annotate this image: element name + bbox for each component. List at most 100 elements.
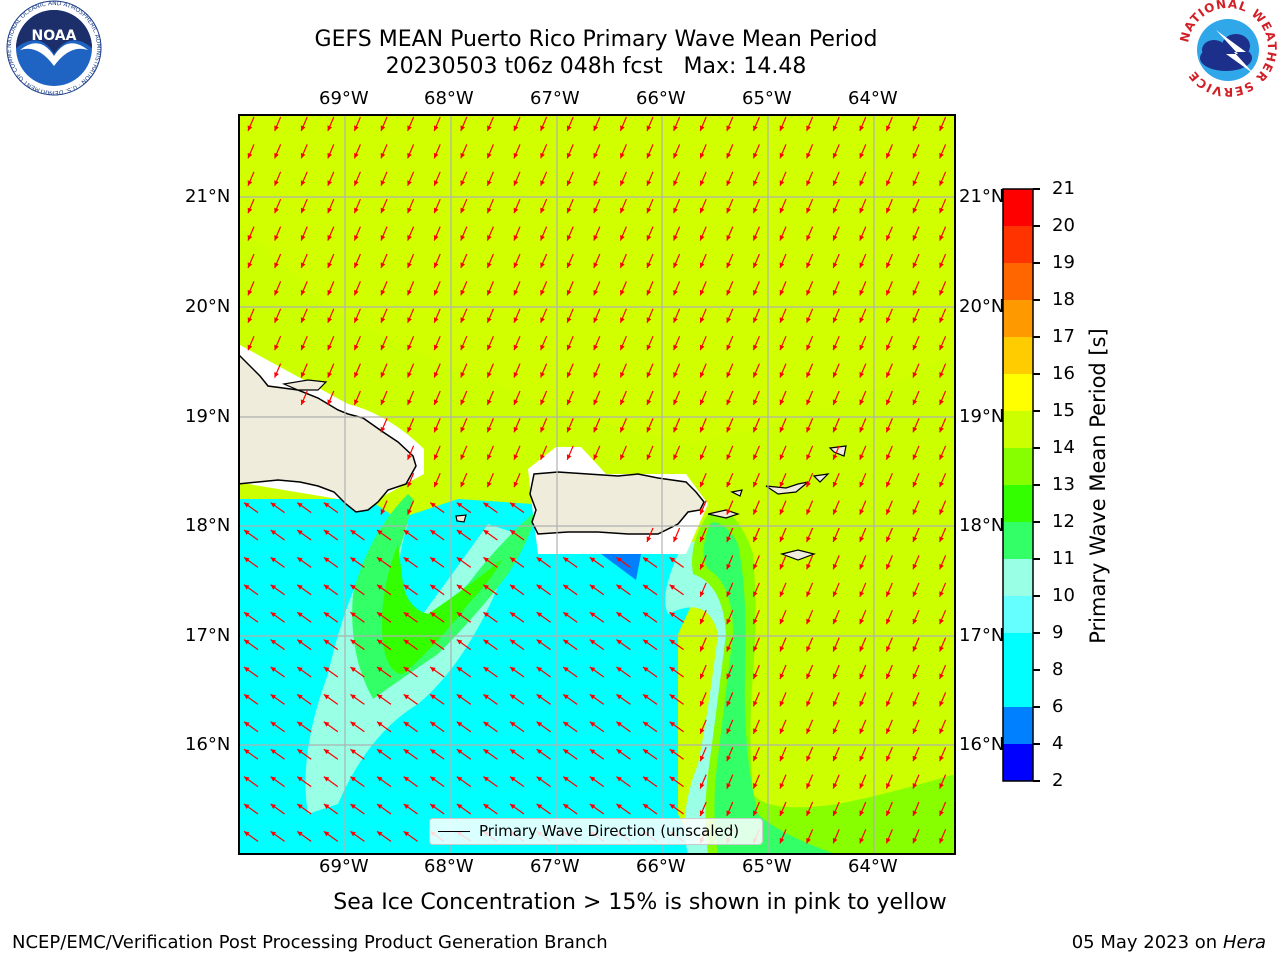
wave-arrow-head — [699, 481, 705, 488]
wave-arrow-head — [699, 618, 705, 625]
wave-arrow-head — [536, 667, 543, 672]
wave-arrow-head — [886, 262, 891, 268]
map-subtitle: 20230503 t06z 048h fcst Max: 14.48 — [385, 54, 807, 79]
colorbar-tick-mark — [1033, 484, 1040, 486]
wave-arrow-head — [669, 804, 676, 809]
wave-arrow-head — [354, 372, 359, 378]
wave-arrow-head — [274, 344, 279, 351]
wave-arrow-head — [244, 776, 250, 782]
lon-label-bottom-68w: 68°W — [424, 856, 474, 877]
wave-arrow-head — [403, 694, 410, 700]
period-10-11-east — [703, 522, 836, 854]
wave-arrow-head — [806, 563, 811, 570]
lat-label-right-19n: 19°N — [959, 406, 1005, 427]
wave-arrow-head — [589, 721, 596, 727]
wave-arrow-head — [566, 426, 572, 433]
wave-arrow-head — [859, 837, 865, 844]
wave-arrow-head — [513, 152, 519, 159]
wave-arrow-head — [593, 344, 599, 351]
wave-arrow-head — [912, 728, 918, 734]
wave-arrow-head — [886, 728, 891, 734]
wave-arrow-head — [669, 721, 676, 727]
wave-arrow-head — [513, 289, 519, 296]
colorbar-tick-label: 4 — [1052, 733, 1064, 754]
wave-arrow-head — [540, 454, 545, 460]
wave-arrow-head — [859, 563, 865, 570]
wave-arrow-head — [430, 530, 436, 535]
wave-arrow-head — [726, 481, 732, 488]
wave-arrow-head — [380, 509, 386, 515]
footer-date-text: 05 May 2023 on — [1071, 932, 1218, 953]
wave-arrow-head — [673, 289, 678, 296]
wave-arrow-head — [912, 783, 918, 789]
wave-arrow-head — [460, 454, 466, 460]
map-frame — [238, 114, 956, 855]
wave-arrow-head — [300, 207, 306, 214]
wave-arrow-head — [536, 804, 543, 809]
colorbar-tick-mark — [1033, 780, 1040, 782]
wave-arrow-head — [832, 591, 838, 597]
wave-arrow-head — [593, 262, 599, 268]
wave-arrow-head — [643, 667, 649, 672]
wave-arrow-head — [483, 749, 489, 755]
wave-arrow-head — [407, 372, 412, 378]
wave-arrow-head — [616, 639, 622, 645]
wave-arrow-head — [300, 180, 306, 186]
wave-arrow-head — [726, 783, 732, 789]
wave-arrow-head — [589, 667, 596, 672]
wave-arrow-head — [699, 509, 705, 515]
wave-arrow-head — [779, 646, 785, 652]
wave-arrow-head — [643, 639, 649, 645]
wave-arrow-head — [939, 618, 944, 625]
wave-arrow-head — [377, 584, 383, 590]
wave-arrow-head — [912, 372, 918, 378]
wave-arrow-head — [327, 372, 333, 378]
wave-arrow-head — [244, 557, 250, 563]
wave-arrow-head — [832, 673, 838, 679]
wave-arrow-head — [354, 152, 359, 159]
wave-arrow-head — [593, 289, 599, 296]
wave-arrow-head — [699, 454, 705, 460]
wave-arrow-head — [300, 317, 306, 323]
wave-arrow-head — [806, 180, 811, 186]
wave-arrow-head — [673, 536, 678, 542]
wave-arrow-head — [886, 673, 891, 679]
wave-arrow-head — [643, 804, 649, 809]
wave-arrow-head — [540, 372, 545, 378]
wave-arrow-head — [593, 235, 599, 241]
wave-arrow-head — [939, 673, 944, 679]
wave-arrow-head — [377, 721, 383, 727]
wave-arrow-head — [433, 426, 439, 433]
wave-arrow-head — [433, 372, 439, 378]
noaa-logo: NATIONAL OCEANIC AND ATMOSPHERIC ADMINIS… — [0, 0, 102, 96]
wave-arrow-head — [380, 235, 386, 241]
wave-arrow-head — [274, 317, 279, 323]
wave-arrow-head — [460, 317, 466, 323]
wave-arrow-head — [699, 783, 705, 789]
wave-arrow-head — [673, 426, 678, 433]
wave-arrow-head — [380, 289, 386, 296]
wave-arrow-head — [297, 502, 303, 508]
wave-arrow-head — [779, 591, 785, 597]
wave-arrow-head — [699, 399, 705, 405]
legend-line-swatch — [438, 831, 470, 832]
colorbar — [1002, 188, 1034, 782]
wave-arrow-head — [806, 481, 811, 488]
virgin-islands — [765, 481, 809, 495]
colorbar-tick-label: 8 — [1052, 659, 1064, 680]
wave-arrow-head — [859, 591, 865, 597]
wave-arrow-head — [297, 831, 303, 837]
colorbar-tick-mark — [1033, 447, 1040, 449]
wave-arrow-head — [859, 262, 865, 268]
wave-arrow-head — [247, 344, 253, 351]
wave-arrow-head — [616, 776, 622, 782]
wave-arrow-head — [510, 639, 516, 645]
wave-arrow-head — [403, 749, 410, 755]
wave-arrow-head — [832, 289, 838, 296]
wave-arrow-head — [939, 426, 944, 433]
wave-arrow-head — [460, 235, 466, 241]
wave-arrow-head — [483, 530, 489, 535]
wave-arrow-head — [753, 317, 758, 323]
wave-arrow-head — [593, 372, 599, 378]
wave-arrow-head — [832, 180, 838, 186]
